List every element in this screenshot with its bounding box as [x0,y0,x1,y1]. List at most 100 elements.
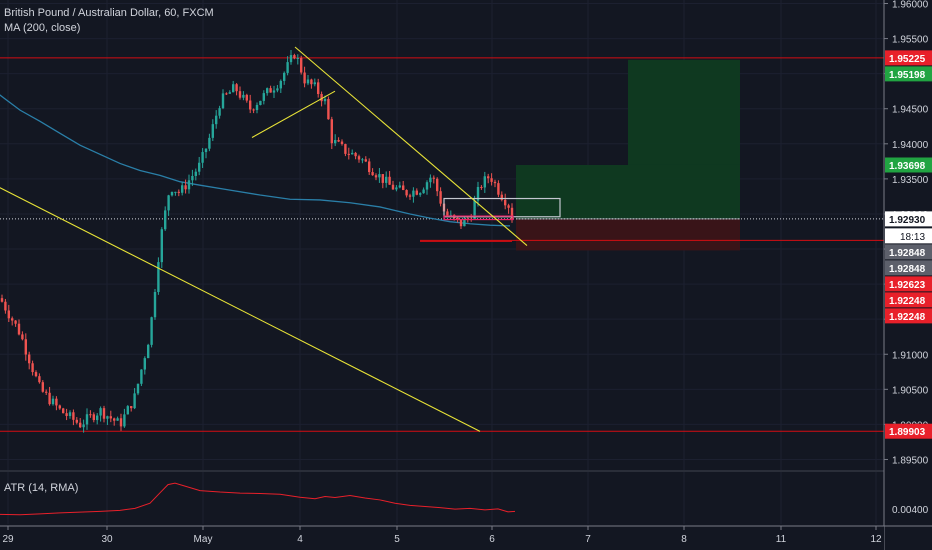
candle-body [235,84,238,92]
candle-body [160,229,163,263]
candle-body [296,57,299,59]
price-badge-background [885,308,932,324]
price-axis: 1.960001.955001.950001.945001.940001.935… [883,0,932,550]
candle-body [38,376,41,383]
candle-body [164,210,167,230]
candle-body [374,175,378,178]
countdown-label: 18:13 [900,232,925,243]
candle-body [113,418,116,421]
candle-body [28,354,31,364]
candle-body [459,219,463,227]
candle-body [361,159,364,161]
profit-zone-upper [628,59,740,165]
price-badge-background [885,423,932,439]
candle-body [497,183,500,195]
candle-body [262,93,265,101]
candle-body [116,418,119,421]
candle-body [170,191,174,196]
candle-body [507,205,510,208]
candle-body [51,398,55,405]
candle-body [133,393,136,409]
candle-body [279,80,282,89]
candle-body [150,317,153,345]
candle-body [21,334,24,340]
price-badge: 1.89903 [889,427,926,438]
candle-body [130,406,133,409]
candle-body [208,137,211,149]
candle-body [102,408,106,419]
candle-body [55,398,58,406]
candle-body [306,79,310,84]
candle-body [187,180,191,190]
candle-body [92,414,95,421]
price-badge: 1.95225 [889,54,926,65]
candle-body [266,88,269,94]
candle-body [181,185,184,193]
chart-legend: British Pound / Australian Dollar, 60, F… [4,6,214,36]
candle-body [398,185,401,188]
ma-indicator-label: MA (200, close) [4,22,81,34]
candle-body [276,88,279,91]
current-price-label: 1.92930 [889,215,926,226]
candle-body [504,199,507,206]
candle-body [11,318,14,321]
candle-body [136,383,140,394]
price-badge-background [885,157,932,173]
candle-body [194,171,197,176]
price-badge-background [885,260,932,276]
candle-body [405,190,408,196]
candle-body [378,174,381,178]
candle-body [119,418,123,427]
time-tick-label: May [194,534,213,545]
candle-body [174,191,177,193]
symbol-title: British Pound / Australian Dollar, 60, F… [4,7,214,19]
candle-body [415,190,418,195]
candle-body [320,94,323,102]
candle-body [476,186,480,201]
candle-body [65,413,68,416]
candle-body [381,174,384,183]
candle-body [259,100,262,105]
candle-body [89,414,92,416]
candle-body [449,214,452,216]
time-tick-label: 7 [585,534,591,545]
price-badge: 1.92248 [889,296,926,307]
ma-200-path [0,94,511,227]
price-badge-background [885,276,932,292]
candle-body [487,176,490,179]
candle-body [388,176,391,185]
candle-body [255,104,259,111]
price-badge: 1.95198 [889,70,926,81]
candle-body [201,152,204,163]
candle-body [286,62,289,73]
candle-body [211,124,214,138]
candle-body [354,152,357,157]
candle-body [238,91,242,98]
current-price-label-background [885,211,932,227]
candle-body [303,72,306,84]
atr-line [0,482,516,516]
candle-body [395,187,398,190]
candle-body [317,82,320,95]
candle-body [198,162,201,172]
price-badge: 1.92848 [889,248,926,259]
candle-body [228,92,231,94]
candle-body [225,93,228,95]
candle-body [177,191,180,193]
price-tick-label: 1.95500 [892,35,929,46]
candle-body [242,94,245,98]
trend-line [294,46,528,246]
candle-body [310,79,313,85]
candle-body [109,416,112,419]
candle-body [4,301,7,311]
price-badge: 1.92248 [889,312,926,323]
price-badge: 1.92848 [889,264,926,275]
candle-body [313,82,316,85]
candle-body [422,189,425,194]
range-box [443,197,561,218]
candle-body [0,298,4,302]
candle-body [368,161,371,173]
time-tick-label: 5 [394,534,400,545]
candle-body [334,140,337,144]
